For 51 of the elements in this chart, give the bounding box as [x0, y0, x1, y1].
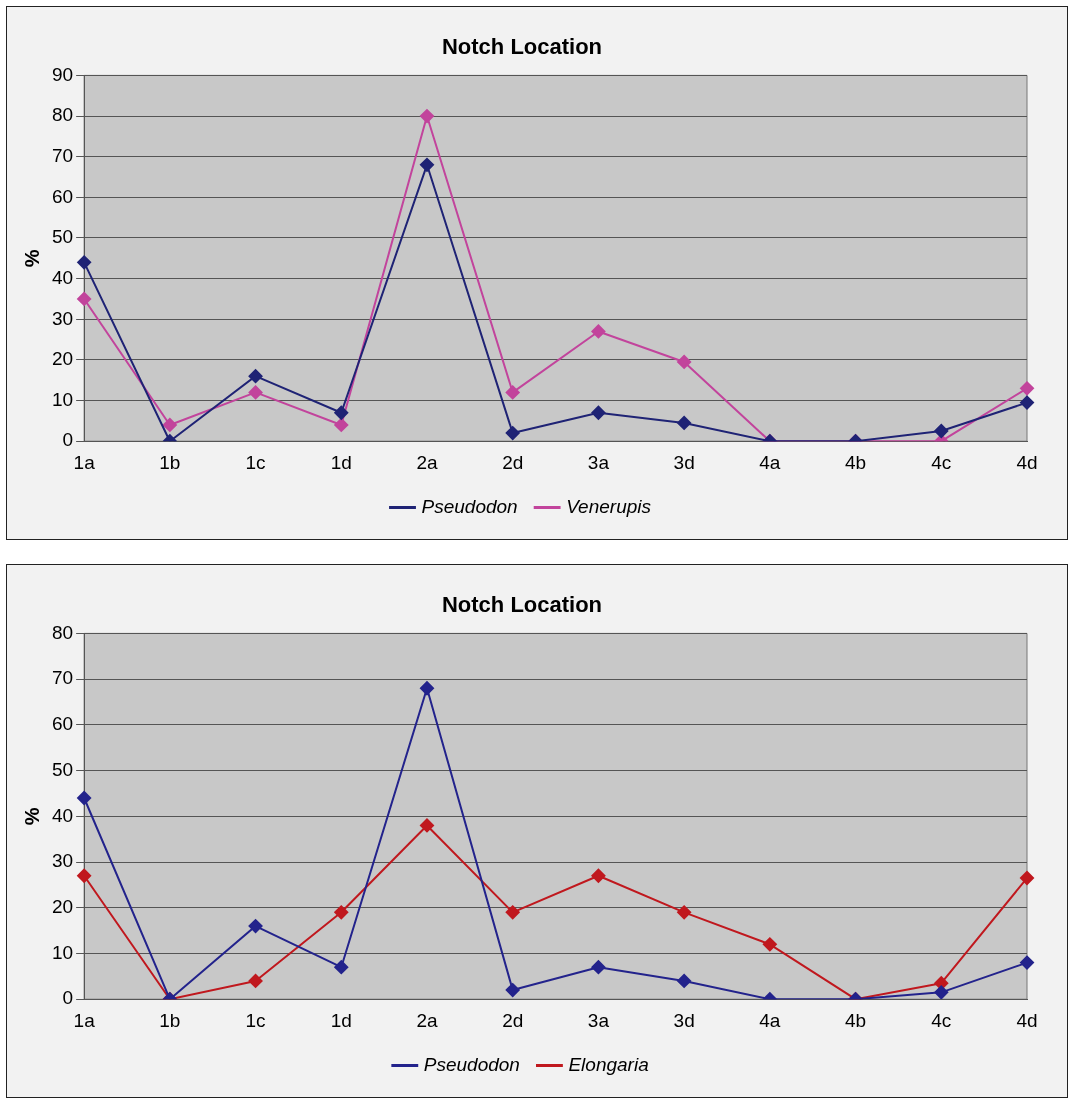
legend-label: Venerupis: [566, 495, 652, 517]
y-tick-label: 0: [62, 987, 74, 1009]
x-tick-label: 1c: [245, 451, 266, 473]
y-axis-title: %: [20, 807, 43, 826]
y-tick-label: 0: [62, 429, 74, 451]
x-tick-label: 1b: [159, 1009, 181, 1031]
x-tick-label: 3d: [673, 1009, 695, 1031]
chart-title: Notch Location: [441, 592, 603, 618]
y-tick-label: 10: [51, 941, 74, 963]
x-tick-label: 2a: [416, 1009, 438, 1031]
legend-label: Pseudodon: [421, 495, 518, 517]
x-tick-label: 4b: [845, 451, 867, 473]
y-tick-label: 50: [51, 758, 74, 780]
x-tick-label: 1a: [73, 451, 96, 473]
y-tick-label: 30: [51, 307, 74, 329]
y-tick-label: 30: [51, 850, 74, 872]
x-tick-label: 3d: [673, 451, 695, 473]
y-tick-label: 50: [51, 226, 74, 248]
y-tick-label: 70: [51, 144, 74, 166]
x-tick-label: 1d: [330, 451, 352, 473]
x-tick-label: 4a: [759, 451, 781, 473]
y-tick-label: 10: [51, 388, 74, 410]
y-tick-label: 20: [51, 348, 74, 370]
y-tick-label: 80: [51, 621, 74, 643]
y-tick-label: 60: [51, 185, 74, 207]
y-axis-title: %: [20, 249, 43, 268]
x-tick-label: 4c: [931, 451, 952, 473]
y-tick-label: 70: [51, 667, 74, 689]
x-tick-label: 2d: [502, 451, 524, 473]
x-tick-label: 4c: [931, 1009, 952, 1031]
y-tick-label: 40: [51, 804, 74, 826]
legend-label: Elongaria: [568, 1053, 649, 1075]
y-tick-label: 20: [51, 895, 74, 917]
x-tick-label: 1a: [73, 1009, 96, 1031]
y-tick-label: 60: [51, 713, 74, 735]
x-tick-label: 1b: [159, 451, 181, 473]
x-tick-label: 3a: [587, 451, 610, 473]
x-tick-label: 1c: [245, 1009, 266, 1031]
x-tick-label: 4a: [759, 1009, 781, 1031]
x-tick-label: 3a: [587, 1009, 610, 1031]
x-tick-label: 4b: [845, 1009, 867, 1031]
x-tick-label: 4d: [1016, 1009, 1038, 1031]
y-tick-label: 90: [51, 63, 74, 85]
y-tick-label: 40: [51, 266, 74, 288]
y-tick-label: 80: [51, 104, 74, 126]
x-tick-label: 2d: [502, 1009, 524, 1031]
x-tick-label: 4d: [1016, 451, 1038, 473]
x-tick-label: 1d: [330, 1009, 352, 1031]
legend-label: Pseudodon: [423, 1053, 520, 1075]
chart-title: Notch Location: [441, 34, 603, 60]
x-tick-label: 2a: [416, 451, 438, 473]
